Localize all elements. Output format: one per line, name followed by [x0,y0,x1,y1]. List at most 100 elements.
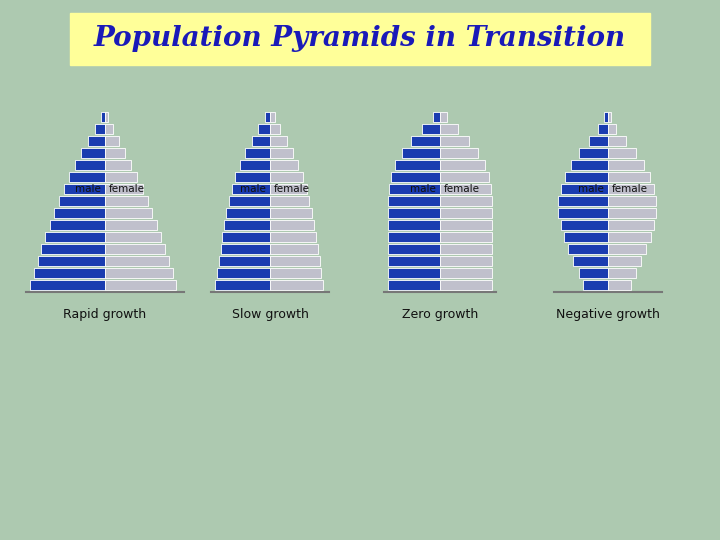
Bar [440,124,458,134]
Bar [101,111,105,122]
Bar [270,207,312,218]
Bar [568,244,608,254]
Bar [219,255,270,266]
Bar [105,255,168,266]
Bar [105,147,125,158]
Text: Negative growth: Negative growth [556,308,660,321]
Bar [75,159,105,170]
Bar [270,219,314,230]
Bar [391,172,440,182]
Bar [608,244,647,254]
Bar [598,124,608,134]
Bar [558,195,608,206]
Bar [105,195,148,206]
Bar [604,111,608,122]
Bar [560,184,608,194]
Bar [226,207,270,218]
Bar [440,184,491,194]
Bar [105,159,131,170]
Bar [270,172,303,182]
Text: female: female [444,184,480,194]
Bar [224,219,270,230]
Text: male: male [578,184,604,194]
Bar [608,124,616,134]
Bar [608,195,657,206]
Bar [564,172,608,182]
Bar [105,232,161,242]
Bar [388,244,440,254]
Bar [252,136,270,146]
Bar [395,159,440,170]
Bar [440,159,485,170]
Bar [105,244,165,254]
Bar [270,111,274,122]
Bar [95,124,105,134]
Text: female: female [274,184,310,194]
Bar [388,195,440,206]
Bar [69,172,105,182]
Bar [217,267,270,278]
Bar [105,172,138,182]
Bar [58,195,105,206]
Bar [81,147,105,158]
Bar [402,147,440,158]
Bar [608,159,644,170]
Bar [560,219,608,230]
Bar [440,111,447,122]
Bar [222,232,270,242]
Bar [54,207,105,218]
Bar [440,255,492,266]
Bar [105,111,108,122]
Bar [105,124,112,134]
Text: male: male [240,184,266,194]
FancyBboxPatch shape [70,13,650,65]
Bar [45,232,105,242]
Bar [564,232,608,242]
Bar [64,184,105,194]
Text: Population Pyramids in Transition: Population Pyramids in Transition [94,25,626,52]
Bar [264,111,270,122]
Bar [105,207,152,218]
Bar [258,124,270,134]
Bar [608,267,636,278]
Bar [411,136,440,146]
Bar [608,172,649,182]
Bar [240,159,270,170]
Bar [440,232,492,242]
Bar [440,195,492,206]
Bar [232,184,270,194]
Bar [270,184,307,194]
Bar [34,267,105,278]
Bar [105,280,176,290]
Bar [579,267,608,278]
Text: male: male [75,184,101,194]
Text: Slow growth: Slow growth [232,308,308,321]
Bar [389,184,440,194]
Bar [50,219,105,230]
Text: female: female [109,184,145,194]
Bar [88,136,105,146]
Bar [30,280,105,290]
Bar [215,280,270,290]
Bar [105,184,143,194]
Bar [388,280,440,290]
Bar [388,255,440,266]
Bar [608,255,642,266]
Bar [440,244,492,254]
Bar [270,147,293,158]
Bar [579,147,608,158]
Bar [608,184,654,194]
Bar [388,232,440,242]
Bar [608,232,650,242]
Bar [388,219,440,230]
Bar [105,219,157,230]
Bar [270,244,318,254]
Bar [608,111,611,122]
Text: Rapid growth: Rapid growth [63,308,147,321]
Bar [270,280,323,290]
Bar [440,219,492,230]
Text: male: male [410,184,436,194]
Bar [583,280,608,290]
Bar [229,195,270,206]
Bar [41,244,105,254]
